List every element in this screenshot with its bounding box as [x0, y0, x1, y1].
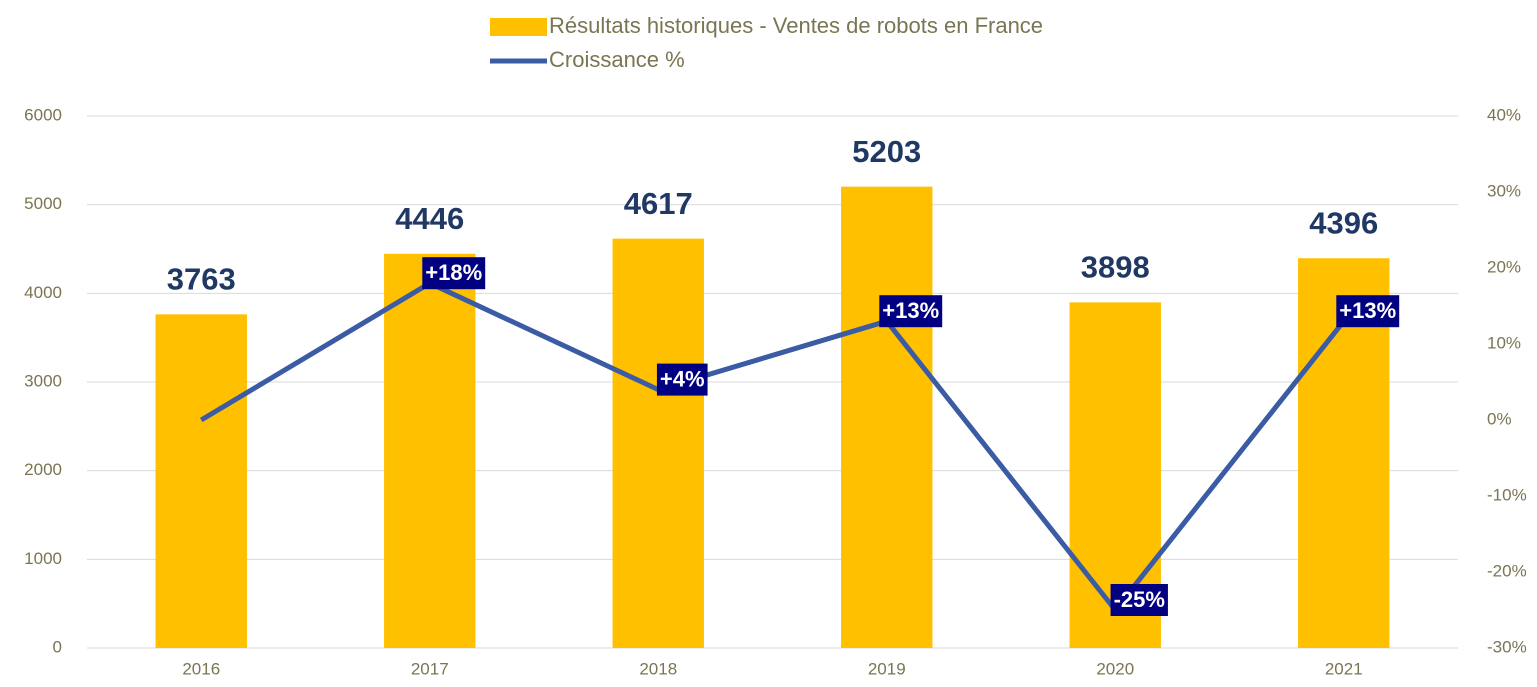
y-tick-label: 6000	[24, 105, 62, 124]
x-tick-label: 2021	[1325, 659, 1363, 678]
y-tick-label: 3000	[24, 371, 62, 390]
label-box	[656, 363, 708, 396]
line-value-label: +4%	[656, 363, 708, 396]
label-box	[422, 257, 486, 290]
x-tick-label: 2016	[182, 659, 220, 678]
legend-label: Résultats historiques - Ventes de robots…	[549, 13, 1043, 38]
y2-tick-label: 20%	[1487, 257, 1521, 276]
y2-tick-label: 0%	[1487, 409, 1512, 428]
bar-value-label: 4446	[395, 201, 464, 236]
label-box	[1110, 584, 1168, 616]
y2-tick-label: 40%	[1487, 105, 1521, 124]
legend-label: Croissance %	[549, 47, 685, 72]
line-value-label-text: -25%	[1114, 587, 1165, 612]
bar	[612, 238, 704, 648]
y2-tick-label: 10%	[1487, 333, 1521, 352]
line-value-label: -25%	[1110, 584, 1168, 616]
y2-tick-label: -10%	[1487, 485, 1527, 504]
bar-value-label: 3898	[1081, 250, 1150, 285]
line-value-label: +18%	[422, 257, 486, 290]
y2-tick-label: 30%	[1487, 181, 1521, 200]
line-value-label-text: +4%	[660, 366, 705, 391]
line-value-label: +13%	[1336, 295, 1400, 328]
label-box	[879, 295, 943, 328]
y2-tick-label: -20%	[1487, 561, 1527, 580]
line-value-label-text: +13%	[882, 298, 939, 323]
bar	[384, 253, 476, 648]
line-value-label: +13%	[879, 295, 943, 328]
x-tick-label: 2019	[868, 659, 906, 678]
line	[199, 280, 1346, 613]
bar	[841, 186, 933, 648]
bar-value-label: 3763	[167, 262, 236, 297]
y-tick-label: 5000	[24, 194, 62, 213]
x-tick-label: 2020	[1096, 659, 1134, 678]
legend-swatch	[490, 18, 547, 36]
y-tick-label: 1000	[24, 549, 62, 568]
y-tick-label: 0	[53, 637, 62, 656]
x-tick-label: 2018	[639, 659, 677, 678]
label-box	[1336, 295, 1400, 328]
bar	[155, 314, 247, 648]
bar-value-label: 5203	[852, 134, 921, 169]
bar-value-label: 4396	[1309, 205, 1378, 240]
bar-value-label: 4617	[624, 186, 693, 221]
line-value-label-text: +13%	[1339, 298, 1396, 323]
y2-tick-label: -30%	[1487, 637, 1527, 656]
line-value-label-text: +18%	[425, 260, 482, 285]
x-tick-label: 2017	[411, 659, 449, 678]
y-tick-label: 4000	[24, 283, 62, 302]
y-tick-label: 2000	[24, 460, 62, 479]
